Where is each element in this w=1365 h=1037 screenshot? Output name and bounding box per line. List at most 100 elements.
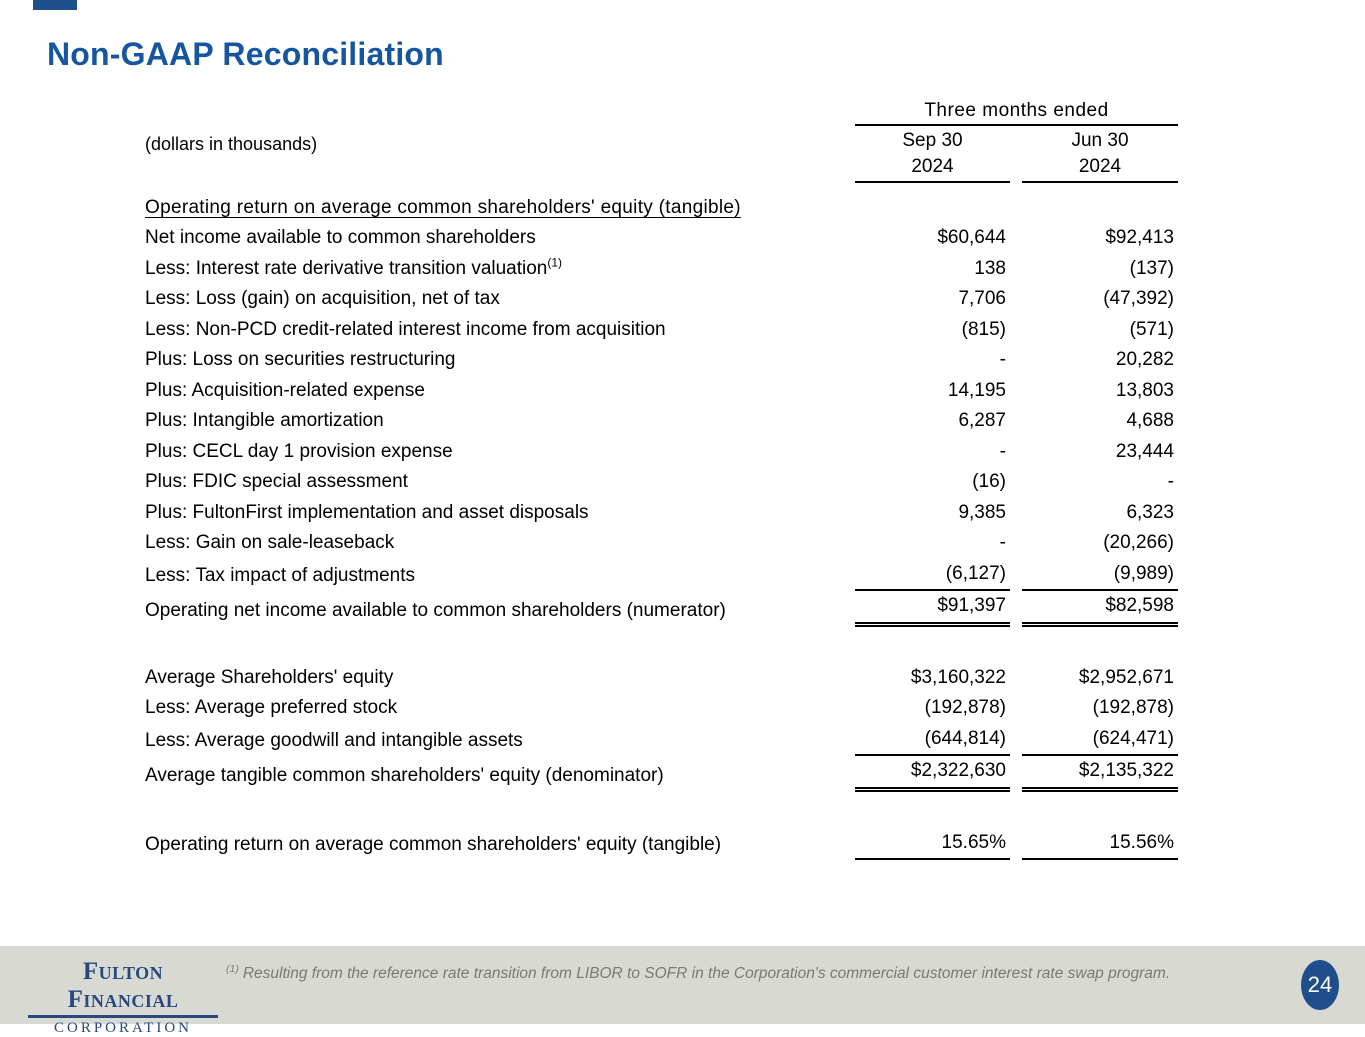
row-label: Less: Tax impact of adjustments (145, 561, 855, 592)
row-label: Operating return on average common share… (145, 830, 855, 861)
row-label-text: Average tangible common shareholders' eq… (145, 765, 664, 786)
table-row: Plus: FDIC special assessment (16) - (145, 467, 1178, 498)
row-value-sep30: $60,644 (937, 227, 1006, 248)
table-row: Plus: Acquisition-related expense 14,195… (145, 376, 1178, 407)
row-label: Average tangible common shareholders' eq… (145, 761, 855, 792)
row-value-sep30: (192,878) (924, 697, 1006, 718)
reconciliation-table: (dollars in thousands) Three months ende… (145, 100, 1178, 860)
row-value-sep30: 7,706 (958, 288, 1006, 309)
period-header: Three months ended (855, 100, 1178, 126)
table-row: Less: Loss (gain) on acquisition, net of… (145, 284, 1178, 315)
row-label-text: Less: Gain on sale-leaseback (145, 532, 395, 553)
footnote-text: Resulting from the reference rate transi… (242, 965, 1171, 983)
row-value-jun30: $82,598 (1022, 591, 1178, 627)
row-label: Plus: FDIC special assessment (145, 467, 855, 498)
table-header-area: (dollars in thousands) Three months ende… (145, 100, 1178, 188)
table-row: Plus: FultonFirst implementation and ass… (145, 498, 1178, 529)
row-label-text: Plus: Loss on securities restructuring (145, 349, 456, 370)
row-label: Average Shareholders' equity (145, 663, 855, 694)
row-value-jun30: 6,323 (1126, 501, 1174, 523)
table-row: Less: Average preferred stock (192,878) … (145, 693, 1178, 724)
row-value-sep30: - (999, 532, 1006, 553)
row-label-text: Less: Average preferred stock (145, 697, 398, 718)
row-value-jun30: (192,878) (1092, 697, 1174, 718)
row-value-jun30: 23,444 (1115, 440, 1174, 462)
row-label: Net income available to common sharehold… (145, 223, 855, 254)
row-value-sep30: 15.65% (855, 828, 1010, 860)
company-logo: Fulton Financial CORPORATION (28, 958, 218, 1037)
table-row: Less: Tax impact of adjustments (6,127) … (145, 559, 1178, 592)
row-value-sep30: $91,397 (855, 591, 1010, 627)
row-label-text: Plus: Intangible amortization (145, 410, 384, 431)
row-label: Less: Loss (gain) on acquisition, net of… (145, 284, 855, 315)
row-value-sep30: 9,385 (958, 501, 1006, 523)
row-label: Plus: Acquisition-related expense (145, 376, 855, 407)
row-value-jun30: (20,266) (1103, 532, 1174, 553)
logo-corporation-label: CORPORATION (53, 1020, 192, 1036)
row-value-jun30: 13,803 (1115, 379, 1174, 401)
row-label-text: Average Shareholders' equity (145, 666, 394, 688)
table-row: Operating net income available to common… (145, 591, 1178, 627)
footnote: (1) Resulting from the reference rate tra… (226, 958, 1226, 985)
section-heading: Operating return on average common share… (145, 197, 741, 218)
table-row: Net income available to common sharehold… (145, 223, 1178, 254)
footnote-reference: (1) (547, 255, 563, 270)
table-row: Less: Gain on sale-leaseback - (20,266) (145, 528, 1178, 559)
row-label: Less: Average preferred stock (145, 693, 855, 724)
top-left-accent-bar (33, 0, 77, 10)
row-value-jun30: (9,989) (1022, 559, 1178, 591)
table-rows: Net income available to common sharehold… (145, 223, 1178, 860)
row-label-text: Operating net income available to common… (145, 600, 726, 621)
row-value-sep30: (16) (972, 471, 1006, 492)
logo-company-name: Fulton Financial (28, 958, 218, 1018)
row-value-sep30: (815) (961, 318, 1006, 340)
row-label: Less: Average goodwill and intangible as… (145, 726, 855, 757)
row-label-text: Less: Tax impact of adjustments (145, 564, 415, 586)
row-value-jun30: (571) (1129, 318, 1174, 340)
row-label: Plus: Intangible amortization (145, 406, 855, 437)
table-row: Average Shareholders' equity $3,160,322 … (145, 663, 1178, 694)
column-header-sep30-year: 2024 (911, 156, 954, 177)
row-label-text: Less: Average goodwill and intangible as… (145, 729, 523, 751)
row-value-jun30: $92,413 (1105, 227, 1174, 248)
page-number-badge: 24 (1301, 960, 1339, 1010)
column-header-sep30: Sep 30 2024 (855, 126, 1010, 183)
column-header-jun30-year: 2024 (1078, 156, 1122, 177)
row-label: Less: Non-PCD credit-related interest in… (145, 315, 855, 346)
table-row: Less: Non-PCD credit-related interest in… (145, 315, 1178, 346)
row-value-sep30: $3,160,322 (910, 666, 1006, 688)
row-label: Less: Gain on sale-leaseback (145, 528, 855, 559)
footnote-marker: (1) (226, 963, 239, 975)
row-label-text: Less: Loss (gain) on acquisition, net of… (145, 288, 500, 309)
table-row: Less: Interest rate derivative transitio… (145, 254, 1178, 285)
row-value-sep30: (6,127) (855, 559, 1010, 591)
row-label-text: Operating return on average common share… (145, 833, 722, 855)
row-label-text: Less: Non-PCD credit-related interest in… (145, 318, 666, 340)
table-row: Plus: Intangible amortization 6,287 4,68… (145, 406, 1178, 437)
row-label-text: Plus: FultonFirst implementation and ass… (145, 501, 589, 523)
column-header-jun30-month: Jun 30 (1071, 130, 1129, 151)
column-header-sep30-month: Sep 30 (902, 130, 963, 151)
row-label: Plus: FultonFirst implementation and ass… (145, 498, 855, 529)
row-value-jun30: - (1167, 471, 1174, 492)
row-label: Plus: CECL day 1 provision expense (145, 437, 855, 468)
row-value-jun30: (47,392) (1103, 288, 1174, 309)
row-value-sep30: 14,195 (947, 379, 1006, 401)
row-label: Less: Interest rate derivative transitio… (145, 254, 855, 285)
page-number: 24 (1307, 972, 1333, 997)
row-label-text: Net income available to common sharehold… (145, 227, 536, 248)
row-value-sep30: - (999, 349, 1006, 370)
row-value-sep30: - (999, 440, 1006, 462)
row-value-jun30: 20,282 (1115, 349, 1174, 370)
row-value-jun30: 15.56% (1022, 828, 1178, 860)
period-header-block: Three months ended Sep 30 2024 Jun 30 20… (855, 100, 1178, 183)
table-row: Operating return on average common share… (145, 828, 1178, 861)
page-title: Non-GAAP Reconciliation (47, 36, 444, 72)
row-value-jun30: (137) (1129, 257, 1174, 279)
column-header-jun30: Jun 30 2024 (1022, 126, 1178, 183)
table-row: Less: Average goodwill and intangible as… (145, 724, 1178, 757)
row-label-text: Plus: CECL day 1 provision expense (145, 440, 453, 462)
row-label: Operating net income available to common… (145, 596, 855, 627)
row-value-jun30: $2,135,322 (1022, 756, 1178, 792)
table-row: Plus: Loss on securities restructuring -… (145, 345, 1178, 376)
